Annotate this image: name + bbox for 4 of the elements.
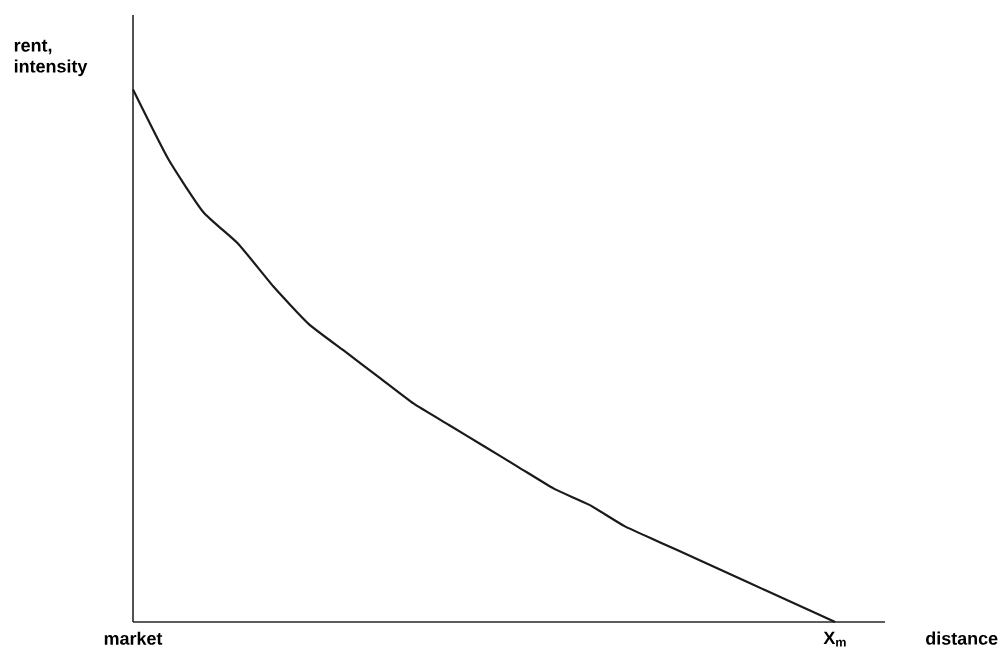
x-tick-label: X$_{m}$: [823, 631, 846, 647]
x-tick-label: market: [104, 631, 163, 645]
x-axis-title: distance: [926, 631, 998, 645]
y-axis-title: rent, intensity: [14, 39, 88, 77]
